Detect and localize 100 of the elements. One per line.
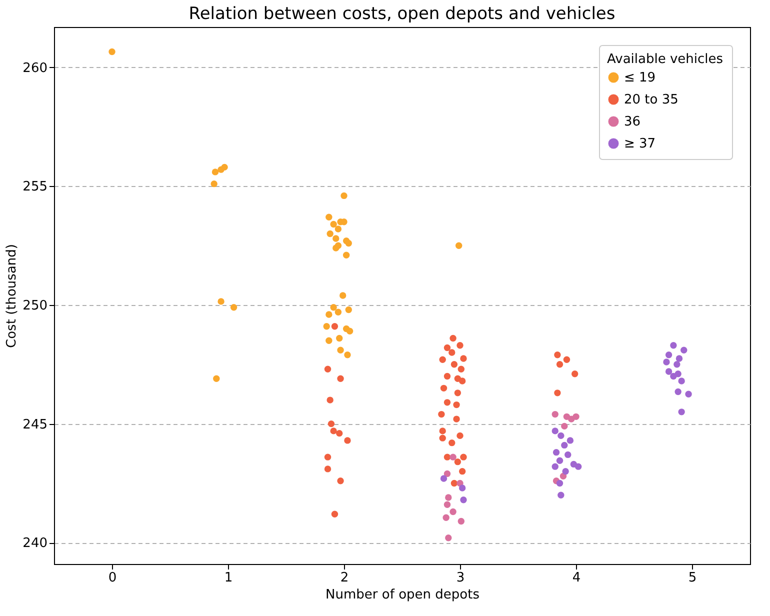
point xyxy=(450,508,456,516)
point xyxy=(574,463,582,470)
point xyxy=(454,390,462,396)
point xyxy=(571,370,578,378)
point xyxy=(552,463,558,470)
point xyxy=(556,480,564,487)
point xyxy=(326,396,334,404)
point xyxy=(456,342,464,349)
point xyxy=(460,454,467,460)
point xyxy=(326,337,332,344)
point xyxy=(340,192,348,200)
point xyxy=(213,375,220,382)
point xyxy=(454,458,462,466)
point xyxy=(665,368,672,375)
point xyxy=(328,420,335,428)
point xyxy=(324,454,332,460)
point xyxy=(326,230,334,238)
legend-label: ≤ 19 xyxy=(624,70,656,86)
point xyxy=(324,466,332,472)
point xyxy=(332,244,340,252)
point xyxy=(676,355,683,362)
point xyxy=(440,384,448,392)
point xyxy=(439,434,446,442)
point xyxy=(670,342,677,349)
point xyxy=(445,534,452,542)
point xyxy=(440,475,448,482)
point xyxy=(444,501,451,508)
point xyxy=(442,514,450,522)
point xyxy=(460,496,467,504)
y-tick-label: 240 xyxy=(22,536,48,552)
point xyxy=(444,399,451,406)
point xyxy=(336,334,343,342)
legend-label: ≥ 37 xyxy=(624,136,656,152)
point xyxy=(337,477,344,484)
point xyxy=(458,378,466,384)
point xyxy=(439,428,446,434)
point xyxy=(561,422,568,430)
point xyxy=(562,468,569,475)
y-tick-label: 255 xyxy=(22,180,48,195)
point xyxy=(344,437,351,444)
point xyxy=(568,416,575,422)
x-tick-label: 2 xyxy=(340,570,349,586)
point xyxy=(345,306,352,314)
point xyxy=(680,346,688,354)
point xyxy=(552,410,558,418)
point xyxy=(453,401,460,408)
point xyxy=(450,454,456,460)
x-tick-label: 1 xyxy=(224,570,233,586)
point xyxy=(554,352,561,358)
point xyxy=(558,492,564,498)
point xyxy=(552,448,560,456)
point xyxy=(685,390,692,398)
point xyxy=(554,390,561,396)
point xyxy=(218,298,224,305)
point xyxy=(210,180,218,188)
point xyxy=(334,226,342,232)
point xyxy=(448,349,456,356)
point xyxy=(458,484,466,492)
point xyxy=(566,437,574,444)
point xyxy=(330,304,337,311)
x-tick-label: 0 xyxy=(108,570,117,586)
x-tick-label: 3 xyxy=(456,570,465,586)
point xyxy=(344,352,351,358)
point xyxy=(456,432,464,440)
point xyxy=(445,494,452,501)
point xyxy=(556,457,564,464)
point xyxy=(444,372,451,380)
point xyxy=(665,352,672,358)
point xyxy=(324,366,332,373)
point xyxy=(230,304,238,311)
point xyxy=(221,164,228,171)
point xyxy=(558,432,564,440)
point xyxy=(337,346,344,354)
point xyxy=(330,428,337,434)
point xyxy=(564,451,572,458)
point xyxy=(450,361,458,368)
point xyxy=(444,454,451,460)
point xyxy=(339,292,346,299)
point xyxy=(450,480,458,487)
point xyxy=(450,334,456,342)
point xyxy=(334,308,342,316)
point xyxy=(332,235,340,242)
point xyxy=(678,408,685,416)
point xyxy=(326,214,332,220)
point xyxy=(346,328,354,334)
point xyxy=(331,510,338,518)
legend-label: 36 xyxy=(624,114,641,130)
point xyxy=(561,442,568,449)
point xyxy=(337,375,344,382)
point xyxy=(458,518,465,525)
point xyxy=(323,323,330,330)
point xyxy=(674,361,680,368)
chart-title: Relation between costs, open depots and vehicles xyxy=(188,4,616,24)
point xyxy=(663,358,670,366)
point xyxy=(670,372,677,380)
point xyxy=(674,388,682,396)
y-tick-label: 260 xyxy=(22,60,48,76)
legend-label: 20 to 35 xyxy=(624,92,678,108)
y-tick-label: 245 xyxy=(22,417,48,432)
legend-title: Available vehicles xyxy=(607,52,724,67)
